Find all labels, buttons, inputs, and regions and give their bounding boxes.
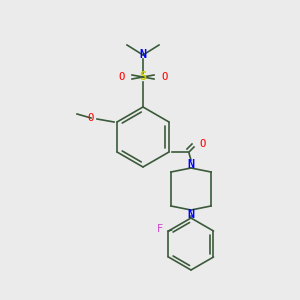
Text: S: S	[140, 70, 147, 83]
Text: O: O	[199, 139, 205, 149]
Text: O: O	[88, 113, 94, 123]
Text: O: O	[161, 72, 167, 82]
Text: O: O	[119, 72, 125, 82]
Text: N: N	[140, 49, 147, 62]
Text: N: N	[188, 158, 194, 170]
Text: F: F	[157, 224, 164, 234]
Text: N: N	[188, 208, 194, 220]
